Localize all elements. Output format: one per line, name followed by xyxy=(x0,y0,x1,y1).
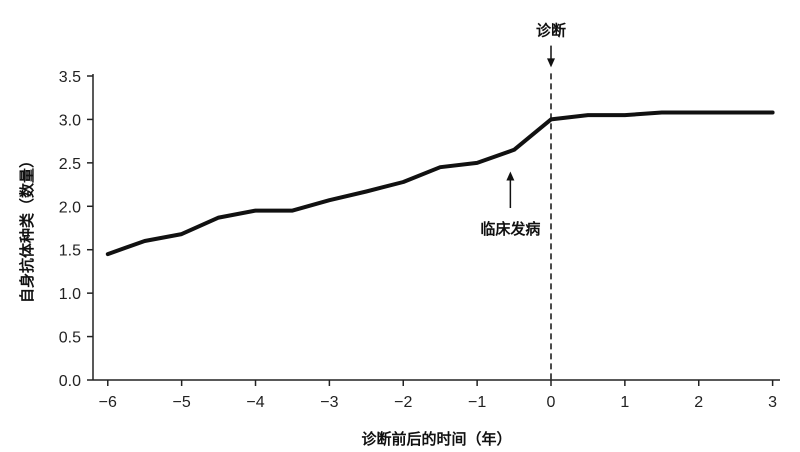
x-tick-label: −3 xyxy=(320,394,338,411)
y-tick-label: 2.0 xyxy=(59,199,81,216)
axes xyxy=(92,74,780,381)
y-tick-label: 1.0 xyxy=(59,286,81,303)
y-axis-title: 自身抗体种类（数量） xyxy=(18,153,36,303)
x-tick-label: 1 xyxy=(620,394,629,411)
y-tick-label: 1.5 xyxy=(59,243,81,260)
x-tick-label: 3 xyxy=(768,394,777,411)
y-tick-label: 0.5 xyxy=(59,330,81,347)
y-tick-label: 3.0 xyxy=(59,112,81,129)
y-tick-label: 3.5 xyxy=(59,69,81,86)
y-tick-label: 0.0 xyxy=(59,373,81,390)
x-tick-label: −5 xyxy=(173,394,191,411)
x-tick-label: −6 xyxy=(99,394,117,411)
x-tick-label: −4 xyxy=(246,394,264,411)
series xyxy=(105,110,775,257)
diagnosis-arrow-head xyxy=(547,58,555,68)
x-axis-title: 诊断前后的时间（年） xyxy=(361,430,511,448)
onset-label: 临床发病 xyxy=(480,220,540,238)
ticks: 0.0 0.5 1.0 1.5 2.0 2.5 3.0 3.5 −6 −5 −4 −3 −2 −1 0 1 2 3 xyxy=(59,69,777,411)
series-line xyxy=(105,110,775,257)
y-tick-label: 2.5 xyxy=(59,156,81,173)
onset-arrow-head xyxy=(506,171,515,181)
x-tick-label: 2 xyxy=(694,394,703,411)
x-tick-label: −1 xyxy=(468,394,486,411)
x-tick-label: −2 xyxy=(394,394,412,411)
x-tick-label: 0 xyxy=(547,394,556,411)
diagnosis-label: 诊断 xyxy=(536,22,566,40)
